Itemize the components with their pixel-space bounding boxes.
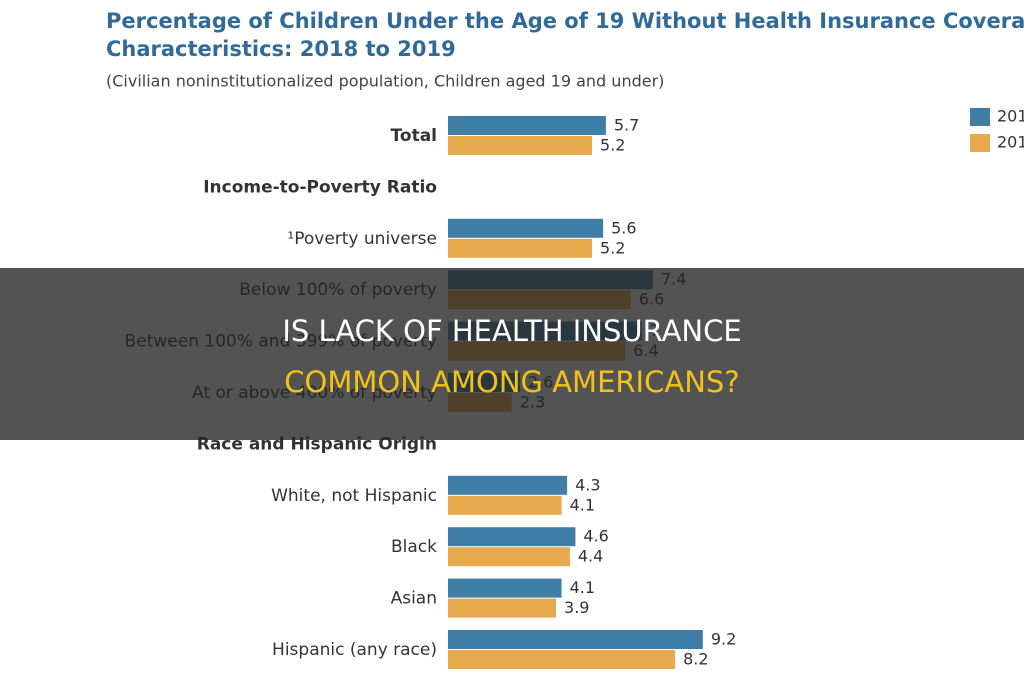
bar: [448, 495, 562, 515]
chart-title: Characteristics: 2018 to 2019: [106, 37, 456, 61]
bar: [448, 598, 557, 618]
bar: [448, 578, 562, 598]
banner-title: IS LACK OF HEALTH INSURANCE: [282, 314, 741, 348]
data-label: 5.6: [611, 218, 636, 237]
legend: 2019 2018: [970, 107, 1024, 152]
chart-title: Percentage of Children Under the Age of …: [106, 9, 1024, 33]
data-label: 4.1: [570, 495, 595, 514]
banner-title: COMMON AMONG AMERICANS?: [284, 365, 739, 399]
data-label: 4.4: [578, 547, 603, 566]
bar: [448, 527, 576, 547]
bar: [448, 136, 593, 155]
data-label: 5.2: [600, 136, 625, 155]
legend-label: 2018: [997, 133, 1024, 152]
bar: [448, 116, 606, 135]
data-label: 3.9: [564, 598, 589, 617]
data-label: 5.7: [614, 116, 639, 135]
banner-band: [0, 268, 1024, 440]
data-label: 4.1: [570, 578, 595, 597]
group-label: Income-to-Poverty Ratio: [203, 177, 437, 197]
group-label: Total: [391, 126, 437, 146]
chart-subtitle: (Civilian noninstitutionalized populatio…: [106, 72, 664, 91]
bar: [448, 547, 570, 567]
legend-label: 2019: [997, 107, 1024, 126]
legend-swatch: [970, 134, 990, 152]
data-label: 9.2: [711, 630, 736, 649]
bar: [448, 238, 593, 258]
category-label: ¹Poverty universe: [287, 229, 437, 249]
bar: [448, 650, 676, 669]
data-label: 4.6: [583, 527, 608, 546]
category-label: White, not Hispanic: [271, 486, 437, 506]
data-label: 4.3: [575, 475, 600, 494]
category-label: Hispanic (any race): [272, 640, 437, 660]
category-label: Asian: [391, 589, 437, 609]
data-label: 5.2: [600, 238, 625, 257]
category-label: Black: [391, 537, 437, 557]
bar: [448, 630, 703, 649]
bar: [448, 475, 568, 495]
legend-swatch: [970, 108, 990, 126]
data-label: 8.2: [683, 650, 708, 669]
bar: [448, 218, 604, 238]
